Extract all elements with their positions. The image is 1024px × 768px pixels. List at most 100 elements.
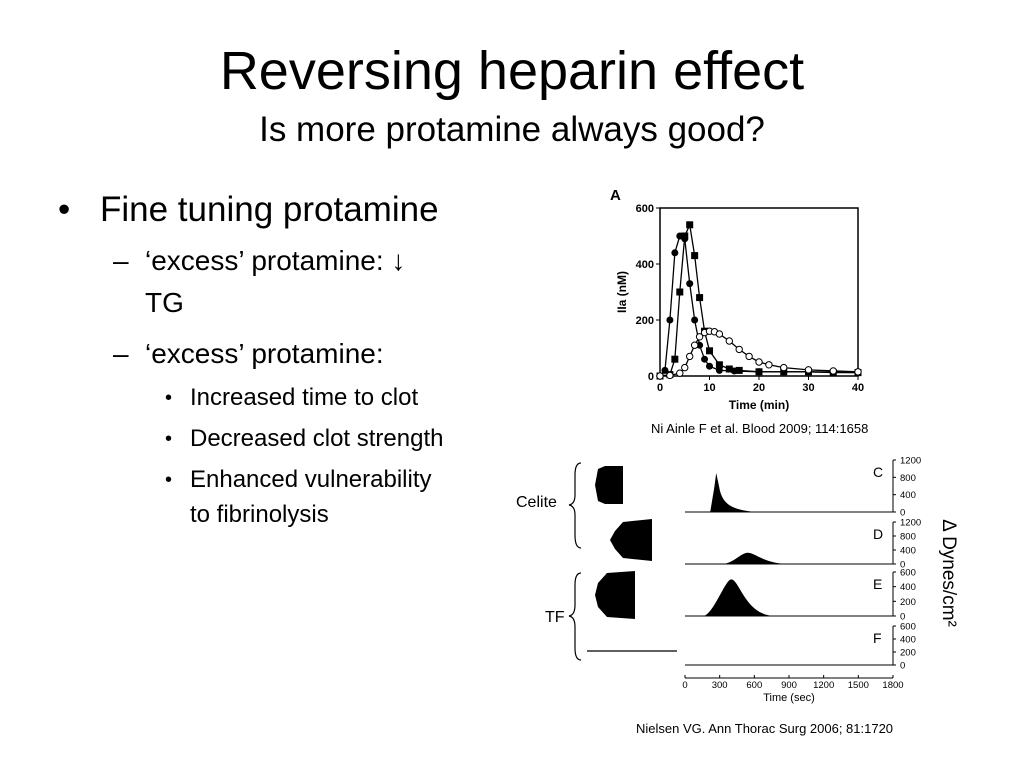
data-point-circle: [671, 249, 679, 257]
y-tick-label: 1200: [900, 518, 921, 529]
brace-tf: [568, 572, 582, 661]
data-point-open-circle: [755, 358, 763, 366]
y-tick-label: 600: [900, 568, 916, 579]
data-point-open-circle: [745, 352, 753, 361]
data-point-circle: [686, 280, 694, 288]
data-point-open-circle: [656, 372, 664, 380]
group-label-tf: TF: [545, 609, 565, 626]
y-tick-label: 200: [636, 315, 654, 327]
slide-title: Reversing heparin effect: [219, 41, 805, 101]
sub-bullet-1-text-cont: TG: [145, 287, 184, 318]
y-tick-label: 400: [900, 546, 916, 557]
x-tick-label: 1500: [848, 680, 869, 691]
x-axis-label: Time (sec): [763, 692, 815, 704]
teg-trace: [583, 519, 652, 561]
right-axis-label: Δ Dynes/cm²: [938, 519, 959, 627]
series-line: [659, 235, 859, 377]
list-item-text: Enhanced vulnerability: [190, 466, 432, 493]
data-point-square: [676, 288, 684, 296]
x-tick-label: 600: [746, 680, 762, 691]
data-point-square: [696, 294, 704, 302]
x-tick-label: 0: [657, 382, 663, 394]
data-point-open-circle: [780, 363, 788, 372]
x-tick-label: 40: [852, 382, 864, 394]
y-tick-label: 400: [900, 490, 916, 501]
panel-letter: D: [873, 526, 883, 542]
group-label-celite: Celite: [516, 494, 557, 511]
data-point-open-circle: [715, 330, 724, 338]
y-tick-label: 200: [900, 648, 916, 659]
force-peak: [703, 579, 774, 616]
data-point-circle: [681, 235, 689, 243]
force-peak: [723, 552, 786, 564]
data-point-open-circle: [829, 367, 837, 375]
bullet-dot-icon: •: [165, 428, 173, 450]
panel-label: A: [610, 187, 621, 204]
x-tick-label: 30: [802, 382, 814, 394]
x-tick-label: 300: [712, 680, 728, 691]
dash-icon: –: [113, 245, 129, 276]
y-tick-label: 200: [900, 597, 916, 608]
data-point-square: [686, 221, 694, 229]
y-tick-label: 0: [900, 560, 905, 571]
plot-frame: [659, 207, 859, 377]
y-tick-label: 0: [648, 371, 654, 383]
sub-bullet-2-text: ‘excess’ protamine:: [145, 338, 384, 369]
list-item-text: Increased time to clot: [190, 384, 419, 411]
y-tick-label: 800: [900, 473, 916, 484]
thromboelastography-chart: 0 400 800 1200 C 0 400 800 1200 D 0 200 400 600 E 0 200 4…: [568, 456, 959, 704]
data-point-circle: [661, 366, 669, 374]
x-tick-label: 900: [781, 680, 797, 691]
bullet-dot-icon: •: [165, 469, 173, 491]
data-point-square: [706, 347, 713, 355]
data-point-open-circle: [804, 366, 813, 374]
data-point-circle: [730, 367, 738, 375]
force-peak: [710, 473, 757, 512]
y-tick-label: 400: [900, 582, 916, 593]
data-point-open-circle: [676, 369, 684, 377]
data-point-open-circle: [725, 337, 734, 345]
data-point-square: [735, 366, 743, 374]
citation-top: Ni Ainle F et al. Blood 2009; 114:1658: [651, 421, 869, 436]
y-tick-label: 400: [900, 635, 916, 646]
brace-celite: [568, 462, 582, 549]
y-tick-label: 400: [636, 259, 654, 271]
y-tick-label: 800: [900, 532, 916, 543]
data-point-square: [671, 355, 679, 363]
data-point-open-circle: [666, 371, 674, 380]
x-tick-label: 20: [753, 382, 765, 394]
citation-bottom: Nielsen VG. Ann Thorac Surg 2006; 81:172…: [636, 721, 894, 736]
panel-letter: C: [873, 464, 883, 480]
y-tick-label: 0: [900, 661, 905, 672]
data-point-square: [691, 252, 699, 260]
x-tick-label: 1200: [813, 680, 834, 691]
data-point-open-circle: [681, 363, 689, 372]
list-item-text: Decreased clot strength: [190, 425, 444, 452]
y-tick-label: 600: [900, 622, 916, 633]
data-point-open-circle: [686, 352, 694, 361]
y-tick-label: 1200: [900, 456, 921, 467]
data-point-open-circle: [854, 368, 862, 376]
bullet-dot-icon: •: [165, 387, 173, 409]
bullet-main-text: Fine tuning protamine: [100, 190, 439, 229]
x-axis-label: Time (min): [729, 398, 789, 412]
sub-bullet-1-text: ‘excess’ protamine: ↓: [145, 245, 406, 276]
data-point-open-circle: [735, 345, 743, 354]
data-point-circle: [701, 355, 709, 363]
data-point-circle: [755, 368, 763, 376]
list-item-text-cont: to fibrinolysis: [190, 501, 329, 528]
teg-trace: [587, 571, 635, 619]
panel-letter: E: [873, 576, 882, 592]
data-point-square: [725, 365, 733, 373]
dash-icon: –: [113, 338, 129, 369]
data-point-circle: [706, 362, 713, 370]
x-tick-label: 1800: [882, 680, 903, 691]
x-tick-label: 10: [703, 382, 715, 394]
panel-letter: F: [873, 630, 882, 646]
y-tick-label: 600: [636, 203, 654, 215]
bullet-dot-icon: •: [58, 190, 71, 229]
data-point-circle: [715, 366, 723, 374]
data-point-open-circle: [690, 341, 699, 349]
data-point-square: [715, 361, 723, 369]
